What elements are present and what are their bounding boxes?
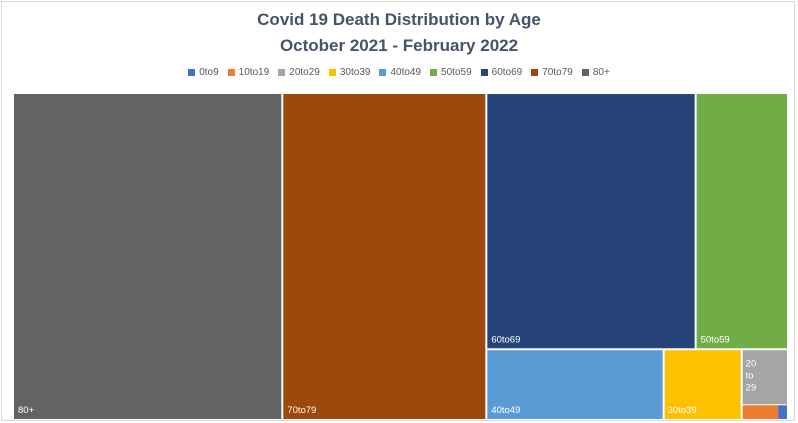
legend-swatch [328, 69, 336, 76]
legend-swatch [278, 69, 286, 76]
legend-item-80plus: 80+ [581, 67, 610, 78]
legend-label: 60to69 [491, 67, 523, 78]
tile-label-20to29: 20 [746, 358, 757, 369]
legend-item-20to29: 20to29 [278, 67, 320, 78]
tile-50to59 [696, 94, 787, 349]
tile-20to29 [742, 350, 787, 405]
tile-label-30to39: 30to39 [668, 405, 697, 416]
tile-10to19 [742, 405, 779, 419]
legend-label: 50to59 [441, 67, 472, 78]
tile-80plus [14, 94, 282, 419]
tile-label-20to29: to [746, 370, 754, 381]
legend-swatch [480, 69, 488, 76]
tile-label-70to79: 70to79 [287, 405, 316, 416]
legend-item-50to59: 50to59 [430, 67, 472, 78]
legend-swatch [430, 69, 438, 76]
legend-label: 0to9 [199, 67, 219, 78]
tile-label-60to69: 60to69 [491, 334, 520, 345]
tile-40to49 [487, 350, 663, 419]
legend-label: 40to49 [390, 67, 422, 78]
tile-0to9 [778, 405, 787, 419]
tile-label-80plus: 80+ [18, 405, 35, 416]
tile-label-40to49: 40to49 [491, 405, 520, 416]
tile-60to69 [487, 94, 695, 349]
legend-label: 20to29 [289, 67, 320, 78]
legend-swatch [227, 69, 235, 76]
tile-30to39 [664, 350, 741, 419]
chart-legend: 0to9 10to19 20to29 30to39 40to49 50to59 60to69… [0, 67, 798, 78]
chart-title: Covid 19 Death Distribution by Age [257, 10, 541, 29]
legend-item-10to19: 10to19 [227, 67, 270, 78]
legend-item-0to9: 0to9 [188, 67, 219, 78]
tile-70to79 [283, 94, 486, 419]
legend-label: 10to19 [238, 67, 270, 78]
chart-subtitle: October 2021 - February 2022 [279, 36, 519, 55]
legend-item-40to49: 40to49 [379, 67, 421, 78]
legend-item-70to79: 70to79 [531, 67, 573, 78]
legend-swatch [379, 69, 387, 76]
legend-swatch [581, 69, 589, 76]
legend-swatch [531, 69, 539, 76]
tile-label-20to29: 29 [746, 382, 757, 393]
legend-swatch [188, 69, 196, 76]
legend-label: 30to39 [339, 67, 371, 78]
legend-item-60to69: 60to69 [480, 67, 523, 78]
tile-label-50to59: 50to59 [701, 334, 730, 345]
legend-item-30to39: 30to39 [328, 67, 371, 78]
legend-label: 70to79 [542, 67, 573, 78]
legend-label: 80+ [592, 67, 610, 78]
